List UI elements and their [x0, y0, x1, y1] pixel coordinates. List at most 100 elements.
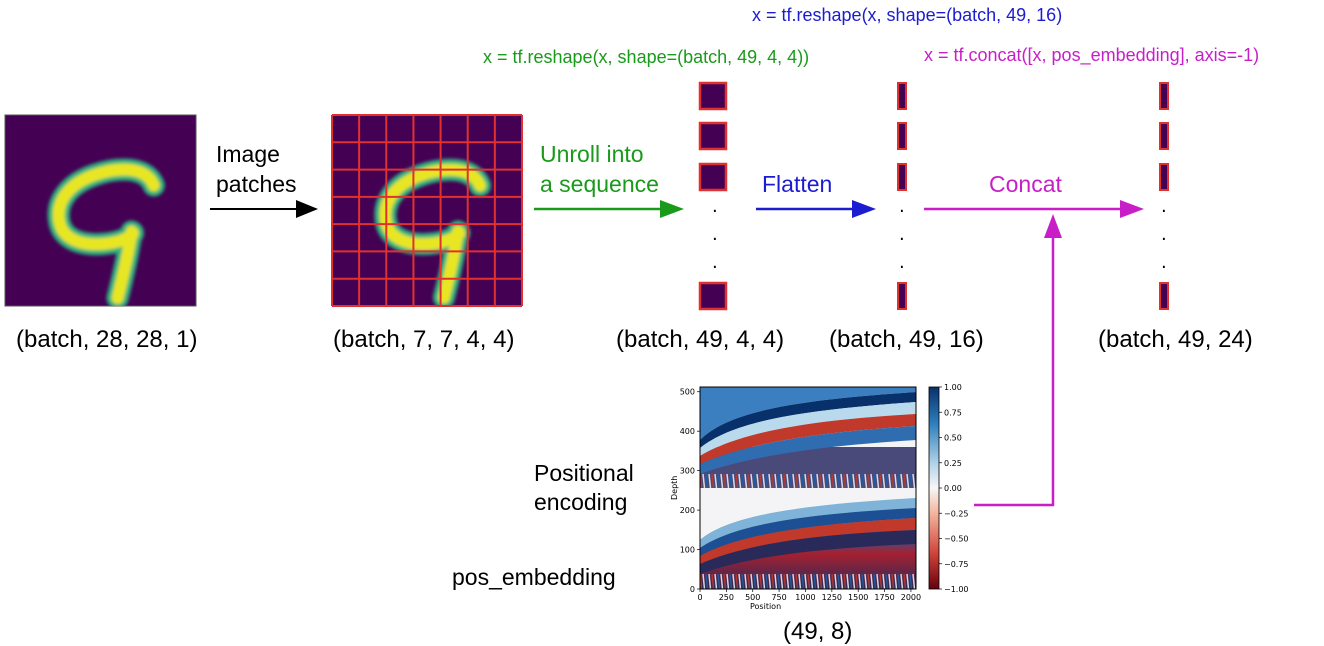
heatmap-stripe [759, 573, 763, 589]
heatmap-y-tick-label: 0 [690, 585, 695, 594]
heatmap-stripe [741, 473, 745, 489]
heatmap-stripe [708, 473, 712, 489]
heatmap-stripe [765, 573, 769, 589]
ellipsis-dot: . [899, 196, 905, 217]
concatenated-token [1159, 82, 1169, 110]
pos-embedding-arrowhead [1044, 214, 1062, 238]
heatmap-stripe [903, 473, 907, 489]
colorbar-ticks: 1.00 0.75 0.50 0.25 0.00 −0.25 −0.50 −0.75 −1.00 [939, 383, 969, 594]
heatmap-stripe [906, 573, 910, 589]
concatenated-sequence: . . . [1159, 82, 1169, 310]
positional-encoding-heatmap: 0 250 500 750 1000 1250 1500 1750 2000 0 100 200 30… [670, 383, 969, 611]
heatmap-stripe [720, 573, 724, 589]
heatmap-stripe [864, 473, 868, 489]
heatmap-stripe [882, 473, 886, 489]
heatmap-stripe [756, 473, 760, 489]
colorbar-tick-label: −0.50 [944, 535, 969, 544]
heatmap-stripe [774, 573, 778, 589]
heatmap-stripe [855, 573, 859, 589]
heatmap-stripe [741, 573, 745, 589]
heatmap-x-tick-label: 500 [745, 593, 760, 602]
heatmap-stripe [732, 473, 736, 489]
heatmap-stripe [813, 573, 817, 589]
heatmap-stripe [801, 573, 805, 589]
heatmap-stripe [873, 473, 877, 489]
heatmap-stripe [828, 473, 832, 489]
flattened-token [897, 122, 907, 150]
heatmap-stripe [768, 473, 772, 489]
heatmap-stripe [729, 473, 733, 489]
colorbar-tick-label: 0.50 [944, 434, 962, 443]
heatmap-x-tick-label: 750 [771, 593, 786, 602]
heatmap-stripe [717, 473, 721, 489]
heatmap-stripe [798, 573, 802, 589]
heatmap-stripe [750, 473, 754, 489]
heatmap-stripe [909, 573, 913, 589]
heatmap-stripe [795, 573, 799, 589]
heatmap-stripe [714, 573, 718, 589]
flattened-token [897, 82, 907, 110]
heatmap-stripe [732, 573, 736, 589]
heatmap-stripe [900, 573, 904, 589]
heatmap-stripe [789, 573, 793, 589]
heatmap-stripe [873, 573, 877, 589]
sequence-shape: (batch, 49, 4, 4) [616, 326, 785, 353]
heatmap-stripe [834, 473, 838, 489]
heatmap-y-tick-label: 300 [680, 467, 695, 476]
heatmap-stripe [819, 473, 823, 489]
heatmap-stripe [861, 573, 865, 589]
concatenated-shape: (batch, 49, 24) [1098, 326, 1253, 353]
image-patches-arrowhead [296, 200, 318, 218]
sequence-patch [698, 121, 728, 151]
heatmap-stripe [825, 473, 829, 489]
heatmap-stripe [831, 573, 835, 589]
heatmap-stripe [894, 473, 898, 489]
heatmap-stripe [843, 573, 847, 589]
heatmap-stripe [744, 573, 748, 589]
unroll-arrowhead [660, 200, 684, 218]
heatmap-stripe [807, 473, 811, 489]
heatmap-stripe [702, 573, 706, 589]
flattened-token [897, 163, 907, 191]
concatenated-token [1159, 163, 1169, 191]
flatten-arrowhead [852, 200, 876, 218]
heatmap-stripe [783, 573, 787, 589]
heatmap-stripe [861, 473, 865, 489]
heatmap-stripe [858, 573, 862, 589]
input-shape: (batch, 28, 28, 1) [16, 326, 198, 353]
heatmap-stripe [705, 573, 709, 589]
heatmap-stripe [759, 473, 763, 489]
reshape-4x4-code: x = tf.reshape(x, shape=(batch, 49, 4, 4… [483, 47, 810, 67]
heatmap-stripe [702, 473, 706, 489]
heatmap-stripe [723, 473, 727, 489]
unroll-label-line2: a sequence [540, 171, 659, 197]
positional-encoding-label-line2: encoding [534, 489, 628, 515]
heatmap-stripe [771, 473, 775, 489]
concatenated-token [1159, 282, 1169, 310]
reshape-flat-code: x = tf.reshape(x, shape=(batch, 49, 16) [752, 5, 1063, 25]
heatmap-stripe [735, 473, 739, 489]
heatmap-stripe [897, 473, 901, 489]
patched-image [331, 114, 523, 307]
heatmap-x-ticks: 0 250 500 750 1000 1250 1500 1750 2000 [697, 589, 921, 602]
heatmap-stripe [747, 573, 751, 589]
heatmap-stripe [840, 473, 844, 489]
heatmap-stripe [846, 473, 850, 489]
heatmap-stripe [876, 473, 880, 489]
heatmap-y-tick-label: 100 [680, 546, 695, 555]
heatmap-stripe [912, 473, 916, 489]
heatmap-stripe [726, 473, 730, 489]
ellipsis-dot: . [1161, 224, 1167, 245]
heatmap-stripe [840, 573, 844, 589]
concat-label: Concat [989, 171, 1062, 197]
heatmap-stripe [837, 473, 841, 489]
heatmap-x-tick-label: 1000 [795, 593, 815, 602]
heatmap-x-tick-label: 1500 [848, 593, 868, 602]
heatmap-stripe [738, 573, 742, 589]
heatmap-stripes-lower [700, 573, 916, 589]
input-image [4, 114, 197, 307]
ellipsis-dot: . [1161, 252, 1167, 273]
heatmap-x-tick-label: 250 [719, 593, 734, 602]
heatmap-stripe [750, 573, 754, 589]
pos-embedding-var-label: pos_embedding [452, 564, 616, 590]
